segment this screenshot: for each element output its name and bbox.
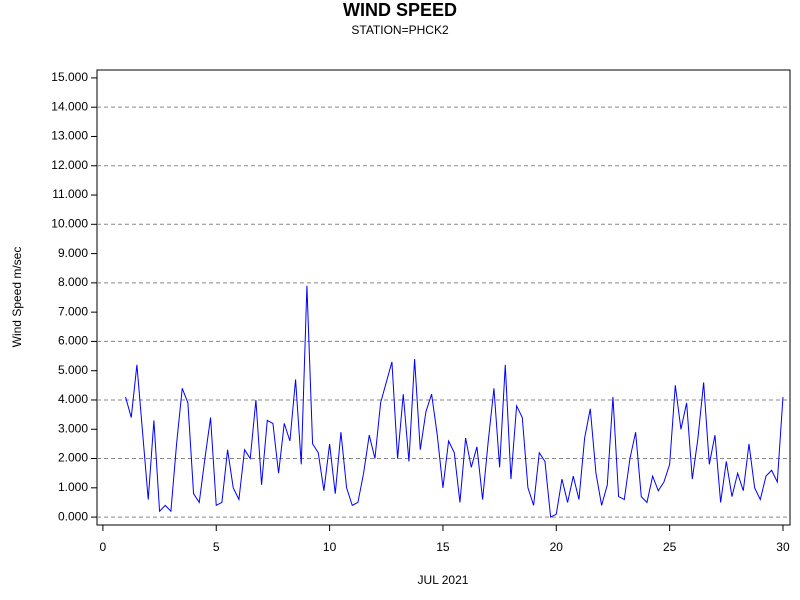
x-tick-label: 15 — [436, 540, 450, 554]
y-tick-label: 5.000 — [58, 363, 88, 377]
x-tick-label: 5 — [213, 540, 220, 554]
x-axis-label: JUL 2021 — [418, 573, 469, 587]
y-tick-label: 15.000 — [51, 70, 88, 84]
chart-title: WIND SPEED — [343, 0, 457, 20]
y-tick-label: 6.000 — [58, 334, 88, 348]
chart-subtitle: STATION=PHCK2 — [351, 23, 449, 37]
x-tick-label: 10 — [323, 540, 337, 554]
x-tick-label: 30 — [776, 540, 790, 554]
x-tick-label: 25 — [663, 540, 677, 554]
y-tick-label: 13.000 — [51, 129, 88, 143]
plot-frame — [96, 69, 791, 526]
x-tick-label: 20 — [550, 540, 564, 554]
y-tick-label: 10.000 — [51, 216, 88, 230]
x-tick-label: 0 — [100, 540, 107, 554]
y-tick-label: 9.000 — [58, 246, 88, 260]
y-tick-label: 11.000 — [52, 187, 88, 201]
y-tick-label: 7.000 — [58, 304, 88, 318]
y-tick-label: 12.000 — [51, 158, 88, 172]
y-axis-label: Wind Speed m/sec — [10, 247, 24, 348]
y-tick-label: 1.000 — [58, 480, 88, 494]
y-tick-label: 8.000 — [58, 275, 88, 289]
y-tick-label: 2.000 — [58, 451, 88, 465]
y-tick-label: 3.000 — [58, 421, 88, 435]
y-tick-label: 4.000 — [58, 392, 88, 406]
y-tick-label: 0.000 — [58, 509, 88, 523]
series-line — [125, 285, 784, 518]
y-tick-label: 14.000 — [51, 99, 88, 113]
